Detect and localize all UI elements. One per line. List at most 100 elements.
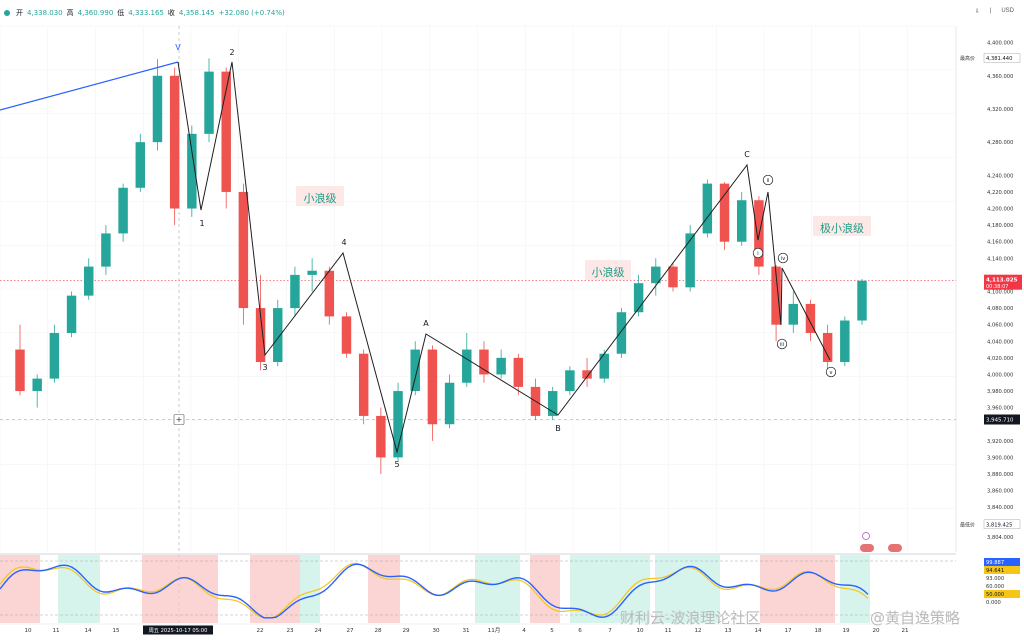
max-price-tag: [983, 53, 1021, 63]
time-tick-label: 11: [52, 628, 60, 634]
time-tick-label: 14: [754, 628, 762, 634]
osc-value-tag: [984, 590, 1020, 598]
price-tick-label: 4,400.000: [987, 41, 1013, 47]
currency-selector[interactable]: USD: [1001, 8, 1014, 14]
osc-green-zone: [300, 555, 320, 623]
top-right-controls: ⇩ | USD: [975, 8, 1014, 15]
time-tick-label: 27: [346, 628, 354, 634]
wave-circle-text: v: [830, 370, 833, 376]
candle-body: [822, 332, 833, 363]
plus-icon: +: [176, 415, 183, 424]
min-price-label: 最低价: [960, 521, 975, 528]
price-tick-label: 4,100.000: [987, 289, 1013, 295]
candle-body: [66, 295, 77, 333]
candle-body: [410, 349, 420, 392]
candle-body: [118, 187, 128, 234]
candle-body: [376, 415, 386, 458]
time-tick-label: 31: [462, 628, 470, 634]
trend-line: [0, 61, 179, 111]
candle-body: [668, 266, 678, 288]
price-tick-label: 4,280.000: [987, 140, 1013, 146]
candle-body: [582, 370, 592, 379]
candle-body: [101, 233, 111, 267]
osc-red-zone: [368, 555, 400, 623]
time-tick-label: 11月: [488, 627, 501, 634]
time-tick-label: 10: [636, 628, 644, 634]
time-tick-label: 15: [112, 628, 120, 634]
osc-value-tag: [984, 558, 1020, 566]
flag-icon: [860, 544, 874, 552]
price-tick-label: 4,180.000: [987, 223, 1013, 229]
download-icon[interactable]: ⇩: [974, 9, 980, 15]
candle-body: [169, 75, 180, 209]
osc-red-zone: [142, 555, 218, 623]
last-price-value: 4,113.025: [986, 278, 1018, 284]
time-tick-label: 29: [402, 628, 410, 634]
candle-body: [84, 266, 94, 296]
candle-body: [599, 353, 609, 379]
price-tick-label: 4,080.000: [987, 306, 1013, 312]
candle-body: [152, 75, 163, 143]
price-tick-label: 3,960.000: [987, 406, 1013, 412]
wave-label: C: [744, 150, 750, 159]
wave-label: 2: [229, 48, 234, 57]
price-tick-label: 3,860.000: [987, 489, 1013, 495]
elliott-wave-path: [177, 61, 831, 454]
osc-red-zone: [250, 555, 300, 623]
time-tick-label: 5: [550, 628, 554, 634]
candle-body: [49, 332, 60, 379]
annotation-small-wave-1: 小浪级: [304, 191, 337, 205]
min-price-value: 3,819.425: [986, 522, 1012, 528]
osc-green-zone: [475, 555, 520, 623]
time-tick-label: 24: [314, 628, 322, 634]
osc-value-label: 99.887: [986, 560, 1004, 566]
time-tick-label: 14: [84, 628, 92, 634]
event-marker-icon: [862, 532, 870, 540]
time-tick-label: 21: [901, 628, 909, 634]
candle-body: [719, 183, 730, 242]
time-tick-label: 28: [374, 628, 382, 634]
candle-body: [702, 183, 713, 234]
price-tick-label: 3,880.000: [987, 472, 1013, 478]
candle-body: [238, 191, 249, 309]
candle-body: [221, 71, 231, 192]
candle-body: [204, 71, 214, 134]
candle-body: [32, 378, 42, 392]
time-tick-label: 20: [872, 628, 880, 634]
last-price-countdown: 00:38:07: [986, 284, 1008, 290]
close-value: 4,358.145: [178, 9, 215, 17]
candle-body: [805, 303, 816, 333]
time-tick-label: 17: [784, 628, 792, 634]
wave-label: 3: [262, 363, 267, 372]
time-tick-label: 13: [724, 628, 732, 634]
wave-circle-text: ii: [767, 178, 770, 184]
osc-value-label: 94.641: [986, 568, 1004, 574]
candle-body: [273, 308, 283, 363]
time-tick-label: 18: [814, 628, 822, 634]
candle-body: [857, 280, 867, 321]
candle-body: [307, 270, 317, 275]
price-tick-label: 4,060.000: [987, 323, 1013, 329]
candle-body: [462, 349, 472, 383]
candle-body: [15, 349, 25, 392]
annotation-minor-small-wave: 极小浪级: [820, 221, 864, 235]
time-tick-label: 12: [694, 628, 701, 634]
price-tick-label: 4,240.000: [987, 173, 1013, 179]
candle-body: [135, 142, 146, 188]
osc-value-label: 0.000: [986, 600, 1001, 606]
crosshair-time-tag: [143, 625, 213, 635]
candle-body: [736, 200, 747, 242]
osc-value-label: 60.000: [986, 584, 1004, 590]
osc-red-zone: [530, 555, 560, 623]
candle-body: [255, 308, 266, 363]
wave-circle-label: [762, 174, 774, 186]
osc-value-label: 50.000: [986, 592, 1004, 598]
open-label: 开: [16, 9, 23, 17]
low-value: 4,333.165: [128, 9, 164, 17]
price-tick-label: 3,920.000: [987, 439, 1013, 445]
candle-body: [479, 349, 489, 375]
candle-body: [290, 274, 300, 309]
candle-body: [651, 266, 661, 284]
